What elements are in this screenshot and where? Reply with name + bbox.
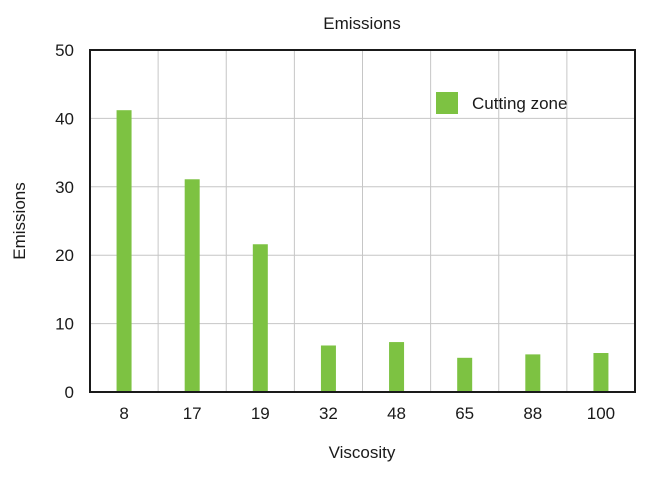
legend: Cutting zone — [436, 92, 567, 114]
x-axis-label: Viscosity — [329, 443, 396, 462]
y-tick-label: 20 — [55, 246, 74, 265]
bar — [525, 354, 541, 392]
y-tick-labels: 0 10 20 30 40 50 — [55, 41, 74, 402]
bar — [457, 357, 473, 392]
bar — [389, 342, 405, 392]
gridlines — [90, 50, 635, 392]
y-tick-label: 40 — [55, 109, 74, 128]
x-tick-label: 100 — [587, 404, 615, 423]
chart-title: Emissions — [323, 14, 400, 33]
x-tick-label: 8 — [119, 404, 128, 423]
x-tick-label: 19 — [251, 404, 270, 423]
plot-frame — [89, 49, 636, 393]
y-tick-label: 0 — [65, 383, 74, 402]
x-tick-labels: 8 17 19 32 48 65 88 100 — [119, 404, 615, 423]
y-tick-label: 50 — [55, 41, 74, 60]
bar — [252, 244, 268, 392]
bar — [116, 110, 132, 392]
x-tick-label: 65 — [455, 404, 474, 423]
y-tick-label: 30 — [55, 178, 74, 197]
bar — [184, 179, 200, 392]
x-tick-label: 48 — [387, 404, 406, 423]
legend-swatch-cutting-zone — [436, 92, 458, 114]
x-tick-label: 88 — [523, 404, 542, 423]
y-axis-label: Emissions — [10, 182, 29, 259]
legend-label-cutting-zone: Cutting zone — [472, 94, 567, 113]
bar — [320, 345, 336, 392]
x-tick-label: 17 — [183, 404, 202, 423]
bar — [593, 353, 609, 392]
y-tick-label: 10 — [55, 315, 74, 334]
x-tick-label: 32 — [319, 404, 338, 423]
bars — [116, 110, 609, 392]
